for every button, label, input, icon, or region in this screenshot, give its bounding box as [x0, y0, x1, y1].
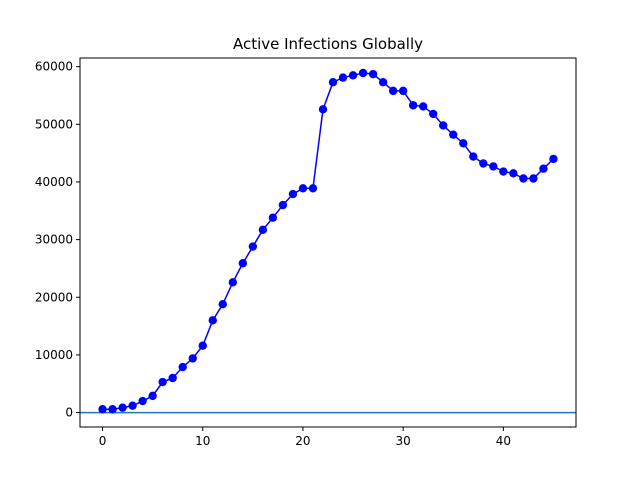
data-point	[479, 159, 488, 168]
data-point	[178, 362, 187, 372]
y-tick-label: 20000	[35, 290, 73, 304]
data-point	[148, 391, 157, 401]
data-point	[338, 73, 348, 82]
data-point	[388, 86, 398, 96]
data-point	[258, 225, 268, 235]
data-point	[308, 184, 318, 193]
data-point	[398, 86, 408, 96]
data-point	[218, 299, 227, 309]
y-tick-label: 0	[65, 406, 73, 420]
data-point	[188, 354, 197, 363]
x-tick-label: 30	[396, 434, 411, 448]
data-point	[268, 213, 278, 222]
y-tick-label: 50000	[35, 117, 73, 131]
data-point	[408, 101, 418, 110]
data-point	[158, 377, 167, 387]
data-point	[499, 167, 508, 176]
y-tick-label: 10000	[35, 348, 73, 362]
x-tick-label: 20	[295, 434, 310, 448]
data-point	[168, 373, 177, 383]
data-point	[529, 174, 538, 183]
data-point	[248, 242, 258, 251]
data-point	[108, 405, 117, 414]
data-point	[539, 164, 548, 173]
data-point	[208, 316, 217, 325]
data-point	[278, 200, 288, 210]
data-point	[128, 401, 137, 410]
data-point	[118, 403, 127, 412]
data-point	[429, 109, 438, 119]
plot-area	[80, 68, 576, 414]
data-point	[138, 396, 147, 406]
data-point	[489, 162, 498, 171]
x-tick-label: 10	[195, 434, 210, 448]
data-point	[509, 169, 518, 178]
data-point	[318, 105, 328, 114]
axis-ticks: 0 10 20 30 40 0 10000 20000 30000 40000 50000 60000	[35, 60, 511, 448]
data-point	[449, 130, 458, 139]
x-tick-label: 40	[496, 434, 511, 448]
axes-frame	[79, 57, 577, 428]
data-point	[519, 174, 528, 183]
y-tick-label: 60000	[35, 60, 73, 74]
data-point	[439, 121, 448, 130]
data-point	[198, 341, 207, 350]
data-point	[418, 102, 428, 111]
data-point	[459, 139, 468, 148]
data-point	[348, 71, 358, 80]
data-point	[328, 78, 338, 87]
data-point	[228, 278, 238, 287]
data-point	[238, 259, 248, 268]
series-line	[102, 72, 554, 410]
data-point	[298, 184, 308, 193]
data-point	[98, 405, 107, 414]
data-point	[288, 189, 298, 199]
data-point	[549, 154, 558, 164]
y-tick-label: 30000	[35, 233, 73, 247]
y-tick-label: 40000	[35, 175, 73, 189]
data-point	[368, 69, 378, 79]
data-point	[469, 152, 478, 161]
data-point	[378, 78, 388, 87]
chart-title: Active Infections Globally	[233, 35, 423, 53]
x-tick-label: 0	[99, 434, 107, 448]
data-point	[358, 68, 368, 78]
